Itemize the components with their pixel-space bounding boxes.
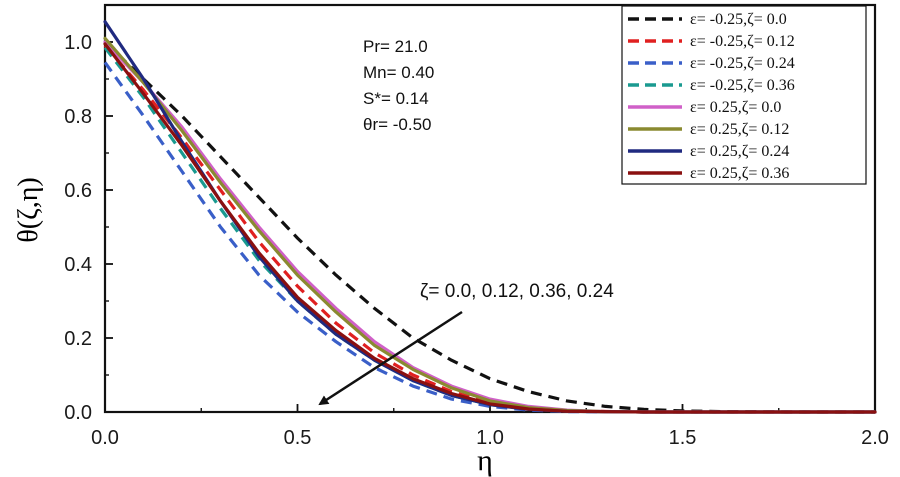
x-tick-label: 0.5 bbox=[284, 427, 312, 449]
y-tick-label: 0.4 bbox=[64, 254, 92, 276]
series-line-0.25-0.36 bbox=[103, 42, 877, 414]
x-tick-label: 1.5 bbox=[669, 427, 697, 449]
legend-label: ε= 0.25,ζ= 0.24 bbox=[690, 143, 789, 160]
x-tick-label: 0.0 bbox=[91, 427, 119, 449]
legend-label: ε= 0.25,ζ= 0.36 bbox=[690, 165, 789, 182]
legend-label: ε= -0.25,ζ= 0.0 bbox=[690, 11, 787, 28]
y-tick-label: 0.0 bbox=[64, 402, 92, 424]
x-axis-title: η bbox=[477, 444, 493, 477]
legend-label: ε= -0.25,ζ= 0.36 bbox=[690, 77, 795, 94]
y-axis-title: θ(ζ,η) bbox=[13, 177, 44, 242]
x-tick-label: 1.0 bbox=[476, 427, 504, 449]
series-layer bbox=[103, 20, 877, 414]
annotation-arrow bbox=[318, 310, 463, 406]
param-pr: Pr= 21.0 bbox=[363, 37, 428, 56]
y-tick-label: 1.0 bbox=[64, 32, 92, 54]
axis-ticks: 0.0 0.5 1.0 1.5 2.0 0.0 0.2 0.4 0.6 0.8 1.0 bbox=[64, 4, 889, 449]
y-tick-label: 0.2 bbox=[64, 328, 92, 350]
legend-label: ε= 0.25,ζ= 0.0 bbox=[690, 99, 781, 116]
annotation-text: ζ= 0.0, 0.12, 0.36, 0.24 bbox=[420, 281, 614, 302]
y-tick-label: 0.6 bbox=[64, 180, 92, 202]
y-tick-label: 0.8 bbox=[64, 106, 92, 128]
param-mn: Mn= 0.40 bbox=[363, 63, 434, 82]
legend-label: ε= -0.25,ζ= 0.24 bbox=[690, 55, 795, 72]
param-s: S*= 0.14 bbox=[363, 89, 429, 108]
legend-box bbox=[621, 5, 867, 185]
legend: ε= -0.25,ζ= 0.0 ε= -0.25,ζ= 0.12 ε= -0.25,… bbox=[621, 5, 867, 185]
parameter-block: Pr= 21.0 Mn= 0.40 S*= 0.14 θr= -0.50 bbox=[363, 37, 434, 134]
legend-label: ε= 0.25,ζ= 0.12 bbox=[690, 121, 789, 138]
x-tick-label: 2.0 bbox=[861, 427, 889, 449]
legend-label: ε= -0.25,ζ= 0.12 bbox=[690, 33, 795, 50]
param-theta: θr= -0.50 bbox=[363, 115, 432, 134]
